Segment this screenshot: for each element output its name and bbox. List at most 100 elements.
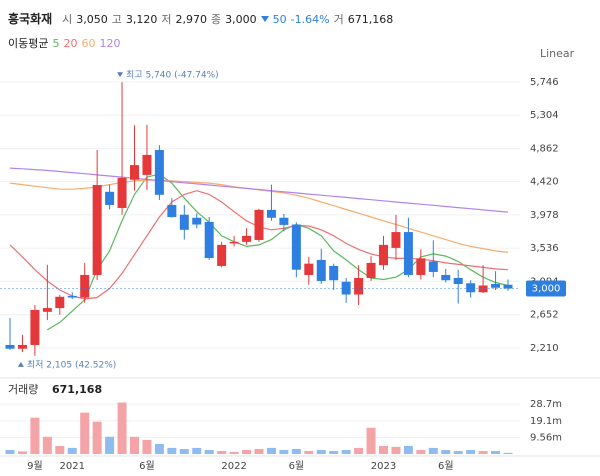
candle-body (80, 274, 90, 298)
candle-body (67, 296, 77, 298)
low-annotation: 최저 2,105 (42.52%) (27, 359, 116, 370)
volume-bar (316, 450, 326, 454)
volume-bar (179, 448, 189, 454)
candle-body (217, 244, 227, 266)
candle-body (42, 308, 52, 312)
y-tick-label: 4,420 (530, 177, 559, 188)
y-tick-label: 4,862 (530, 143, 559, 154)
volume-bar (17, 451, 27, 454)
stock-name: 흥국화재 (8, 12, 53, 26)
close-value: 3,000 (225, 13, 257, 26)
candle-body (478, 285, 488, 293)
volume-bar (503, 452, 513, 454)
low-marker (17, 361, 24, 367)
volume-bar (167, 447, 177, 454)
open-label: 시 (62, 13, 73, 26)
candle-body (354, 277, 364, 295)
volume-bar (466, 450, 476, 454)
volume-bar (254, 448, 264, 454)
volume-bar (217, 451, 227, 454)
candle-body (379, 244, 388, 266)
volume-bar (403, 446, 413, 454)
x-tick-label: 9월 (27, 460, 43, 472)
candle-body (453, 277, 463, 284)
candle-body (466, 283, 476, 293)
volume-bar (192, 447, 202, 454)
ma-title: 이동평균 (8, 37, 49, 50)
volume-bar (130, 436, 139, 454)
candle-body (204, 221, 214, 259)
candle-body (366, 262, 376, 278)
volume-bar (391, 446, 401, 454)
change-pct: -1.64% (290, 13, 330, 26)
candle-body (179, 214, 189, 230)
y-tick-label: 2,210 (530, 343, 559, 354)
candle-body (117, 177, 127, 208)
x-tick-label: 6월 (289, 460, 305, 472)
y-tick-label: 3,978 (530, 210, 559, 221)
y-tick-label: 5,746 (530, 77, 559, 88)
last-price-label: 3,000 (532, 284, 561, 295)
candle-body (130, 165, 139, 180)
candle-body (92, 185, 102, 275)
y-tick-label: 5,304 (530, 110, 559, 121)
ma-line (46, 173, 509, 331)
candle-body (503, 284, 513, 289)
close-label: 종 (211, 13, 222, 26)
volume-tick-label: 28.7m (530, 399, 562, 410)
candle-body (391, 232, 401, 248)
x-tick-label: 2021 (60, 461, 85, 472)
candle-body (428, 261, 438, 272)
candle-body (291, 224, 301, 270)
y-tick-label: 3,536 (530, 243, 559, 254)
candle-body (491, 283, 501, 288)
x-tick-label: 6월 (438, 460, 454, 472)
candle-body (242, 235, 252, 242)
ma-line (9, 167, 509, 213)
candle-body (17, 344, 27, 349)
high-value: 3,120 (125, 13, 158, 26)
volume-value: 671,168 (347, 13, 394, 26)
volume-bar (478, 451, 488, 454)
candle-body (5, 344, 15, 349)
volume-bar (329, 451, 339, 454)
volume-bar (453, 451, 463, 454)
open-value: 3,050 (76, 13, 108, 26)
volume-bar (354, 447, 364, 454)
candle-body (154, 150, 164, 195)
volume-bar (279, 450, 289, 454)
low-value: 2,970 (175, 13, 208, 26)
high-marker (117, 72, 124, 78)
volume-bar (491, 451, 501, 454)
volume-label: 거 (333, 13, 344, 26)
candle-body (279, 217, 289, 225)
candle-body (142, 154, 152, 175)
volume-bar (441, 450, 451, 454)
high-annotation: 최고 5,740 (-47.74%) (126, 69, 219, 80)
candle-body (266, 209, 276, 218)
candle-body (167, 204, 177, 218)
down-arrow (260, 16, 269, 22)
candle-body (441, 274, 451, 281)
volume-bar (304, 451, 314, 454)
low-label: 저 (161, 13, 172, 26)
candle-body (341, 281, 351, 295)
volume-bar (30, 417, 40, 454)
candle-body (329, 265, 339, 281)
x-tick-label: 2022 (221, 461, 246, 472)
legend-entry: 20 (63, 37, 78, 50)
volume-bar (154, 443, 164, 454)
last-price-box (526, 280, 566, 297)
candle-body (316, 259, 326, 281)
volume-bar (341, 450, 351, 454)
candle-body (416, 258, 426, 275)
legend-entry: 120 (99, 37, 121, 50)
volume-bar (204, 450, 214, 454)
volume-bar (266, 447, 276, 454)
volume-bar (229, 451, 239, 454)
volume-bar (416, 450, 426, 454)
change: 50 (272, 13, 287, 26)
x-tick-label: 6월 (139, 460, 155, 472)
volume-bar (55, 446, 65, 454)
